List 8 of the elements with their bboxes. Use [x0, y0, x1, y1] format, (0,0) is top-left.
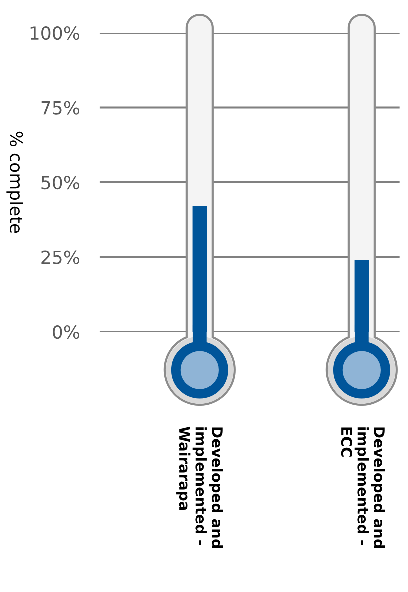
x-tick-label: Developed and implemented - ECC: [341, 428, 386, 548]
y-tick-label: 25%: [42, 250, 80, 264]
y-tick-label: 75%: [42, 101, 80, 115]
x-tick-label: Developed and implemented - Wairarapa: [176, 426, 224, 548]
y-tick-label: 100%: [30, 26, 80, 40]
y-tick-label: 0%: [53, 325, 80, 340]
y-tick-label: 50%: [42, 176, 80, 190]
y-axis-title: % complete: [6, 132, 24, 234]
